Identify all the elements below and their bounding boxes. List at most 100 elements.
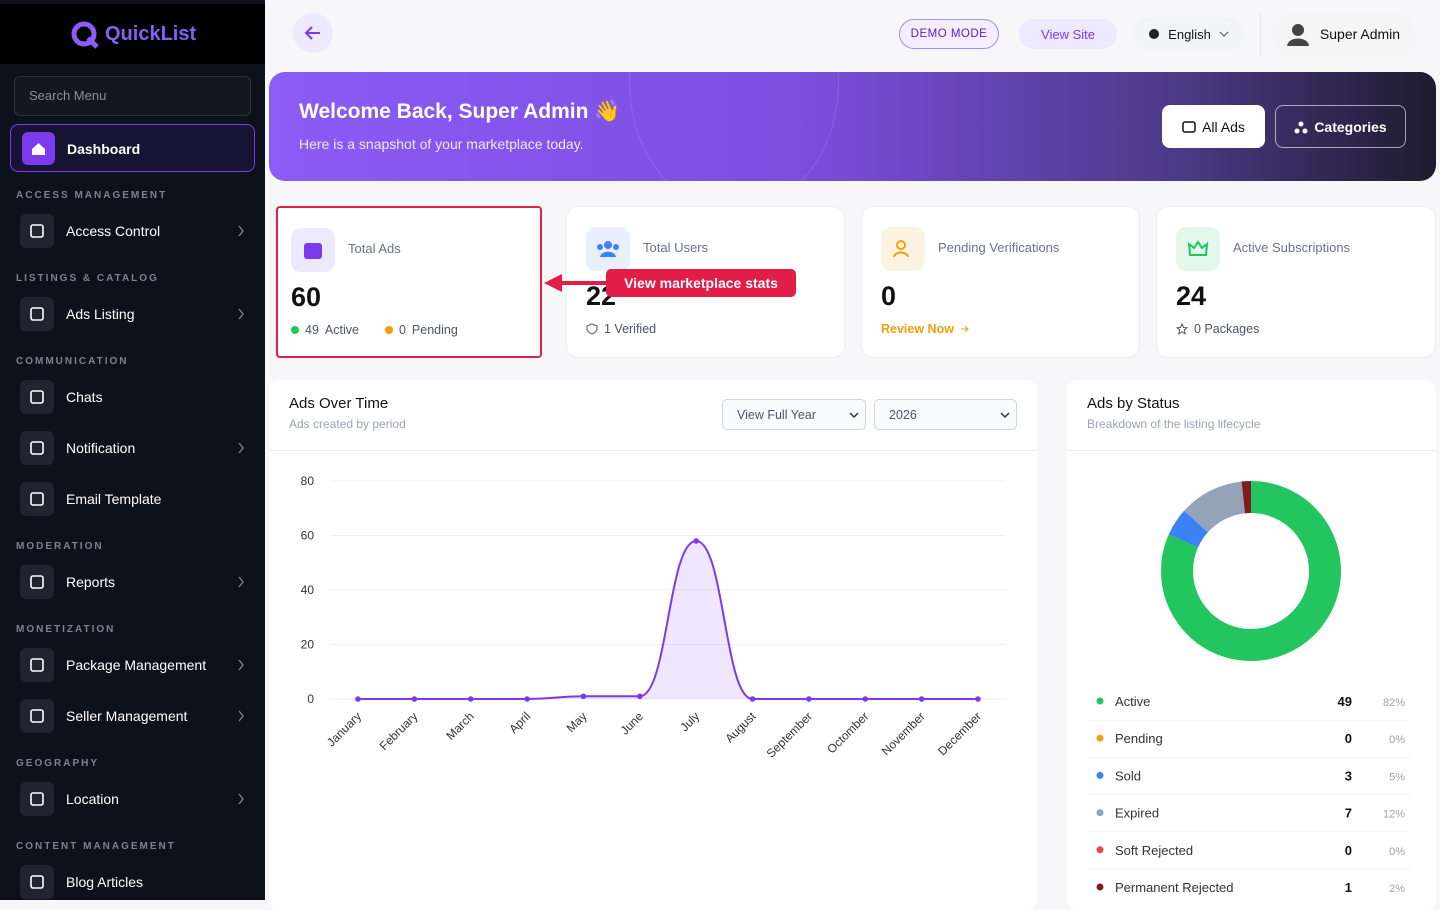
- nav-icon: [20, 699, 54, 733]
- legend-dot: [1097, 735, 1104, 742]
- point: [862, 696, 868, 702]
- point: [581, 693, 587, 699]
- nav-label: Location: [66, 791, 119, 807]
- chevron: [1219, 30, 1229, 38]
- chevron: [849, 411, 859, 419]
- shield: [586, 323, 598, 335]
- year-select[interactable]: 2026: [874, 399, 1017, 430]
- stat-value: 0: [881, 281, 896, 312]
- nav-label: Notification: [66, 440, 135, 456]
- tooltip: View marketplace stats: [606, 269, 796, 297]
- arrow: [960, 324, 970, 334]
- stat-footer: 0 Packages: [1176, 322, 1259, 336]
- nav-label: Chats: [66, 389, 103, 405]
- x-tick-label: January: [324, 709, 364, 749]
- nav-item[interactable]: Ads Listing: [10, 290, 255, 338]
- icon-bg: [20, 565, 54, 599]
- x-tick-label: May: [564, 709, 590, 735]
- nav-item[interactable]: Notification: [10, 424, 255, 472]
- nav-item[interactable]: Reports: [10, 558, 255, 606]
- icon: [291, 228, 335, 272]
- section-title: COMMUNICATION: [16, 356, 128, 367]
- language-select[interactable]: English: [1133, 17, 1244, 51]
- icon: [1176, 227, 1220, 271]
- dot: [291, 326, 299, 334]
- logo-area: QuickList: [0, 4, 265, 64]
- user-menu[interactable]: Super Admin: [1270, 12, 1416, 56]
- nav-label: Blog Articles: [66, 874, 143, 890]
- sidebar: QuickList Search Menu Dashboard ACCESS M…: [0, 0, 265, 900]
- chevron-path: [239, 711, 243, 721]
- icon-bg: [20, 431, 54, 465]
- point: [412, 696, 418, 702]
- nav-item[interactable]: Package Management: [10, 641, 255, 689]
- legend-share: 82%: [1383, 697, 1405, 709]
- legend-value: 49: [1338, 694, 1352, 709]
- year: 2026: [889, 408, 917, 422]
- legend-dot: [1097, 809, 1104, 816]
- nav-icon: [20, 380, 54, 414]
- y-tick-label: 0: [307, 692, 314, 706]
- legend-label: Soft Rejected: [1115, 843, 1193, 858]
- legend-dot: [1097, 698, 1104, 705]
- icon-bg: [20, 297, 54, 331]
- x-tick-label: June: [618, 709, 647, 738]
- point: [468, 696, 474, 702]
- legend-dot: [1097, 846, 1104, 853]
- chevron-path: [239, 577, 243, 587]
- chevron: [237, 225, 245, 237]
- stat-icon: [586, 227, 630, 271]
- legend-value: 0: [1345, 731, 1352, 746]
- nav-item[interactable]: Seller Management: [10, 692, 255, 740]
- nav-item[interactable]: Blog Articles: [10, 858, 255, 906]
- x-tick-label: December: [935, 709, 984, 758]
- icon-bg: [20, 648, 54, 682]
- back-button[interactable]: [293, 13, 333, 53]
- legend-share: 12%: [1383, 809, 1405, 821]
- icon-bg: [20, 699, 54, 733]
- chevron-path: [239, 443, 243, 453]
- stat-label: Total Users: [643, 240, 708, 255]
- point: [975, 696, 981, 702]
- stat-icon: [291, 228, 335, 272]
- legend-value: 1: [1345, 880, 1352, 895]
- nav-item[interactable]: Location: [10, 775, 255, 823]
- banner-title: Welcome Back, Super Admin 👋: [299, 100, 620, 124]
- nav-item[interactable]: Access Control: [10, 207, 255, 255]
- nav-label: Access Control: [66, 223, 160, 239]
- chevron: [1000, 411, 1010, 419]
- chevron: [237, 659, 245, 671]
- chevron-path: [239, 660, 243, 670]
- nav-icon: [20, 482, 54, 516]
- legend-value: 3: [1345, 768, 1352, 783]
- nav-item[interactable]: Email Template: [10, 475, 255, 523]
- donut-segment: [1183, 521, 1196, 540]
- search-menu[interactable]: Search Menu: [14, 76, 251, 116]
- user-name: Super Admin: [1320, 26, 1400, 42]
- nav-item[interactable]: Chats: [10, 373, 255, 421]
- nav-icon: [20, 214, 54, 248]
- categories-button[interactable]: Categories: [1275, 105, 1406, 148]
- chart-title: Ads by Status: [1087, 395, 1180, 412]
- review-link[interactable]: Review Now: [881, 322, 970, 336]
- label: Categories: [1314, 119, 1386, 135]
- nav-dashboard[interactable]: Dashboard: [10, 124, 255, 172]
- period-select[interactable]: View Full Year: [722, 399, 866, 430]
- view-site[interactable]: View Site: [1019, 19, 1117, 49]
- all-ads-button[interactable]: All Ads: [1162, 105, 1265, 148]
- x-tick-label: July: [677, 709, 702, 734]
- icon-bg: [20, 482, 54, 516]
- icon-bg: [20, 865, 54, 899]
- tooltip-arrow: [540, 266, 610, 300]
- legend-value: 0: [1345, 843, 1352, 858]
- icon: [1294, 120, 1308, 134]
- y-tick-label: 20: [301, 638, 315, 652]
- section-title: MONETIZATION: [16, 624, 115, 635]
- chart-title: Ads Over Time: [289, 395, 388, 412]
- stat-value: 24: [1176, 281, 1206, 312]
- language: English: [1168, 27, 1211, 42]
- stat-label: Active Subscriptions: [1233, 240, 1350, 255]
